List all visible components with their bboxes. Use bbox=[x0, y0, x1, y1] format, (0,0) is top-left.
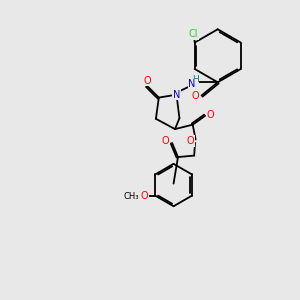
Text: CH₃: CH₃ bbox=[124, 192, 140, 201]
Text: N: N bbox=[173, 90, 180, 100]
Text: O: O bbox=[143, 76, 151, 85]
Text: N: N bbox=[188, 79, 196, 89]
Text: O: O bbox=[191, 91, 199, 100]
Text: O: O bbox=[140, 190, 148, 201]
Text: O: O bbox=[206, 110, 214, 120]
Text: O: O bbox=[162, 136, 170, 146]
Text: H: H bbox=[192, 75, 198, 84]
Text: O: O bbox=[187, 136, 194, 146]
Text: Cl: Cl bbox=[189, 29, 198, 39]
